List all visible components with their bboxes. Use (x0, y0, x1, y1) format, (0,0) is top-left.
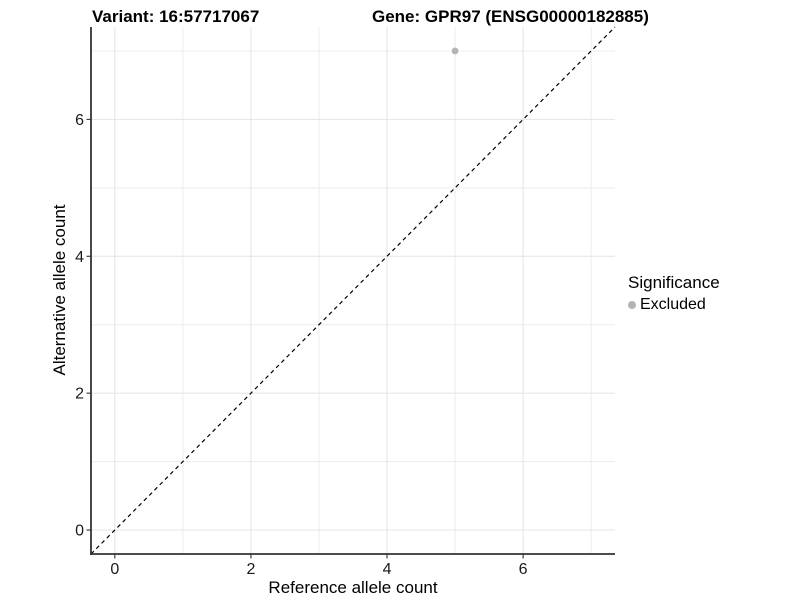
legend-item-label: Excluded (640, 296, 706, 313)
x-tick-label: 4 (383, 561, 392, 578)
legend-item-excluded: Excluded (628, 296, 720, 314)
x-tick-label: 6 (519, 561, 528, 578)
variant-title: Variant: 16:57717067 (92, 7, 260, 26)
legend: Significance Excluded (628, 273, 720, 314)
x-axis-title: Reference allele count (268, 578, 438, 597)
x-tick-label: 0 (110, 561, 119, 578)
legend-title: Significance (628, 273, 720, 292)
legend-point-icon (628, 301, 636, 309)
identity-dashed-line (90, 26, 616, 555)
gene-title: Gene: GPR97 (ENSG00000182885) (372, 7, 649, 26)
y-tick-label: 0 (75, 523, 84, 540)
y-axis-title: Alternative allele count (50, 204, 69, 376)
y-tick-label: 4 (75, 249, 84, 266)
y-tick-label: 2 (75, 386, 84, 403)
x-tick-label: 2 (246, 561, 255, 578)
y-tick-label: 6 (75, 112, 84, 129)
data-point (451, 47, 459, 55)
